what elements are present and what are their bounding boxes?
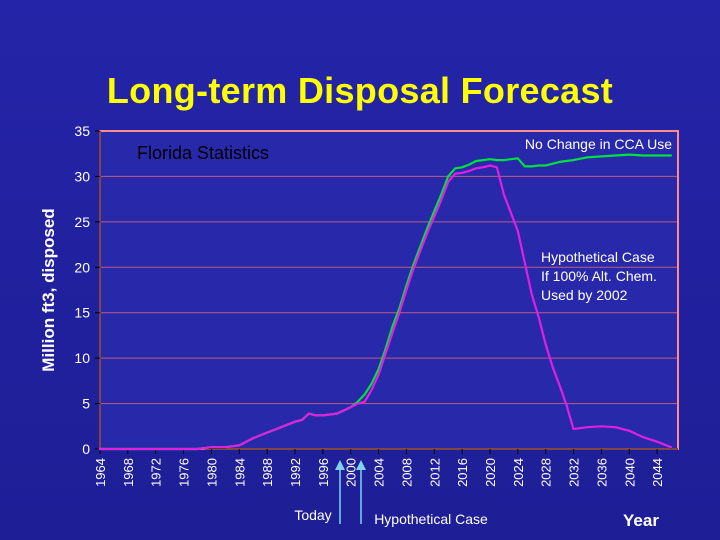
y-tick-label: 5: [82, 396, 90, 412]
x-tick-label: 2000: [344, 458, 359, 487]
annotation-hypothetical: Hypothetical Case: [541, 249, 655, 265]
y-tick-label: 10: [74, 350, 90, 366]
y-tick-label: 25: [74, 214, 90, 230]
x-tick-label: 1968: [121, 458, 136, 487]
x-tick-label: 1988: [260, 458, 275, 487]
x-tick-label: 1980: [204, 458, 219, 487]
x-tick-label: 2028: [539, 458, 554, 487]
plot-area: [100, 131, 678, 449]
x-tick-label: 2032: [567, 458, 582, 487]
marker-label: Hypothetical Case: [374, 511, 488, 527]
marker-label: Today: [294, 507, 331, 523]
x-tick-label: 1984: [232, 458, 247, 487]
series-line-hypothetical: [98, 164, 673, 451]
x-tick-label: 2004: [372, 458, 387, 487]
x-tick-label: 2020: [483, 458, 498, 487]
x-tick-label: 1992: [288, 458, 303, 487]
marker-arrowhead: [335, 460, 345, 470]
x-tick-label: 2008: [399, 458, 414, 487]
x-tick-label: 1976: [177, 458, 192, 487]
x-tick-label: 2012: [427, 458, 442, 487]
y-tick-label: 0: [82, 441, 90, 457]
y-tick-label: 30: [74, 168, 90, 184]
annotation-no-change: No Change in CCA Use: [525, 136, 672, 152]
x-tick-label: 1996: [316, 458, 331, 487]
y-tick-label: 35: [74, 123, 90, 139]
x-tick-label: 2044: [650, 458, 665, 487]
marker-arrowhead: [356, 460, 366, 470]
annotation-hypothetical: If 100% Alt. Chem.: [541, 268, 657, 284]
x-tick-label: 2024: [511, 458, 526, 487]
x-tick-label: 1972: [149, 458, 164, 487]
x-tick-label: 2040: [622, 458, 637, 487]
x-tick-label: 2036: [594, 458, 609, 487]
slide-title: Long-term Disposal Forecast: [106, 70, 614, 111]
y-tick-label: 20: [74, 259, 90, 275]
annotation-subtitle: Florida Statistics: [137, 143, 269, 163]
y-tick-label: 15: [74, 305, 90, 321]
x-tick-label: 2016: [455, 458, 470, 487]
x-tick-label: 1964: [93, 458, 108, 487]
y-axis-title: Million ft3, disposed: [39, 208, 58, 371]
annotation-hypothetical: Used by 2002: [541, 287, 628, 303]
x-axis-title: Year: [623, 511, 659, 530]
